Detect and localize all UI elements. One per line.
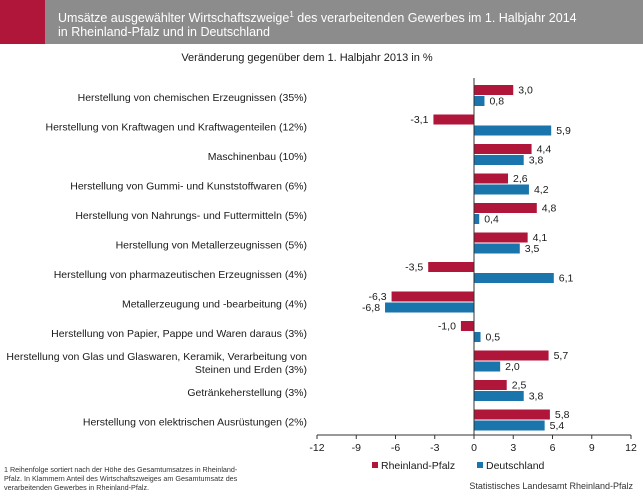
- bar-deutschland: [474, 361, 501, 372]
- bar-deutschland: [474, 184, 529, 195]
- x-tick-label: 0: [471, 442, 477, 454]
- category-label-line: Herstellung von Nahrungs- und Futtermitt…: [75, 210, 307, 222]
- legend-swatch-deutschland: [477, 462, 483, 468]
- category-label: Herstellung von Glas und Glaswaren, Kera…: [6, 351, 307, 376]
- bar-deutschland: [474, 243, 520, 254]
- chart-title: Umsätze ausgewählter Wirtschaftszweige1 …: [58, 8, 638, 39]
- category-label: Herstellung von Metallerzeugnissen (5%): [116, 239, 307, 251]
- bar-chart: Veränderung gegenüber dem 1. Halbjahr 20…: [6, 52, 637, 472]
- data-label: 2,0: [505, 361, 520, 373]
- bar-rheinland-pfalz: [474, 232, 528, 243]
- data-label: -1,0: [438, 321, 456, 333]
- category-label: Herstellung von Papier, Pappe und Waren …: [51, 328, 307, 340]
- bar-rheinland-pfalz: [474, 173, 509, 184]
- data-label: 5,8: [555, 409, 570, 421]
- category-label-line: Herstellung von pharmazeutischen Erzeugn…: [54, 269, 307, 281]
- x-tick-label: -3: [430, 442, 439, 454]
- legend-label: Deutschland: [486, 460, 545, 472]
- x-tick-label: 12: [625, 442, 637, 454]
- category-label-line: Maschinenbau (10%): [208, 151, 307, 163]
- bar-deutschland: [474, 332, 481, 342]
- data-label: 3,0: [518, 85, 533, 97]
- category-label-line: Getränkeherstellung (3%): [187, 387, 307, 399]
- data-label: -6,8: [362, 302, 380, 314]
- category-label-line: Herstellung von elektrischen Ausrüstunge…: [83, 416, 307, 428]
- category-label-line: Herstellung von Gummi- und Kunststoffwar…: [70, 180, 307, 192]
- data-label: -6,3: [368, 291, 386, 303]
- data-label: 2,5: [512, 380, 527, 392]
- header-accent-block: [0, 0, 45, 44]
- title-text-part2: des verarbeitenden Gewerbes im 1. Halbja…: [58, 11, 577, 40]
- data-label: -3,5: [405, 262, 423, 274]
- category-label: Herstellung von chemischen Erzeugnissen …: [78, 92, 307, 104]
- data-label: 0,4: [484, 214, 499, 226]
- data-label: 4,4: [537, 144, 552, 156]
- data-label: -3,1: [410, 114, 428, 126]
- category-label: Herstellung von Nahrungs- und Futtermitt…: [75, 210, 307, 222]
- bar-rheinland-pfalz: [474, 203, 537, 213]
- source-note: Statistisches Landesamt Rheinland-Pfalz: [469, 481, 633, 491]
- data-label: 3,8: [529, 391, 544, 403]
- x-tick-label: 3: [510, 442, 516, 454]
- category-label-line: Herstellung von Glas und Glaswaren, Kera…: [6, 351, 307, 363]
- bar-rheinland-pfalz: [428, 262, 474, 272]
- data-label: 4,2: [534, 184, 549, 196]
- bar-rheinland-pfalz: [460, 321, 474, 331]
- data-label: 6,1: [559, 273, 574, 285]
- category-label: Herstellung von Gummi- und Kunststoffwar…: [70, 180, 307, 192]
- legend: Rheinland-Pfalz Deutschland: [372, 460, 545, 472]
- bars-layer: Herstellung von chemischen Erzeugnissen …: [6, 85, 573, 433]
- bar-rheinland-pfalz: [474, 350, 549, 361]
- x-tick-label: -12: [309, 442, 324, 454]
- bar-deutschland: [385, 302, 474, 313]
- data-label: 3,8: [529, 155, 544, 167]
- bar-deutschland: [474, 214, 480, 224]
- legend-swatch-rheinland-pfalz: [372, 462, 378, 468]
- bar-rheinland-pfalz: [474, 144, 532, 154]
- data-label: 0,8: [489, 96, 504, 108]
- title-footnote-marker: 1: [289, 10, 294, 19]
- category-label-line: Herstellung von chemischen Erzeugnissen …: [78, 92, 307, 104]
- bar-rheinland-pfalz: [391, 291, 474, 302]
- footnote: 1 Reihenfolge sortiert nach der Höhe des…: [4, 465, 238, 492]
- data-label: 5,7: [554, 350, 569, 362]
- x-tick-label: -9: [352, 442, 361, 454]
- data-label: 4,1: [533, 232, 548, 244]
- bar-deutschland: [474, 273, 554, 283]
- bar-deutschland: [474, 391, 524, 401]
- data-label: 0,5: [486, 332, 501, 344]
- data-label: 5,9: [556, 125, 571, 137]
- category-label: Maschinenbau (10%): [208, 151, 307, 163]
- x-tick-label: 9: [589, 442, 595, 454]
- category-label-line: Steinen und Erden (3%): [195, 364, 307, 376]
- data-label: 3,5: [525, 243, 540, 255]
- category-label: Herstellung von Kraftwagen und Kraftwage…: [46, 121, 308, 133]
- category-label: Herstellung von pharmazeutischen Erzeugn…: [54, 269, 307, 281]
- category-label: Getränkeherstellung (3%): [187, 387, 307, 399]
- bar-rheinland-pfalz: [474, 380, 507, 390]
- data-label: 4,8: [542, 203, 557, 215]
- x-axis: -12 -9 -6 -3 0 3 6 9 12: [309, 78, 637, 454]
- category-label-line: Herstellung von Kraftwagen und Kraftwage…: [46, 121, 308, 133]
- bar-deutschland: [474, 155, 524, 165]
- legend-label: Rheinland-Pfalz: [381, 460, 455, 472]
- category-label-line: Herstellung von Papier, Pappe und Waren …: [51, 328, 307, 340]
- bar-deutschland: [474, 96, 485, 106]
- bar-rheinland-pfalz: [433, 114, 474, 125]
- header-bar: Umsätze ausgewählter Wirtschaftszweige1 …: [0, 0, 643, 44]
- bar-rheinland-pfalz: [474, 85, 514, 95]
- x-tick-label: 6: [550, 442, 556, 454]
- data-label: 2,6: [513, 173, 528, 185]
- category-label-line: Metallerzeugung und -bearbeitung (4%): [122, 298, 307, 310]
- title-text-part1: Umsätze ausgewählter Wirtschaftszweige: [58, 11, 290, 26]
- data-label: 5,4: [550, 420, 565, 432]
- category-label: Metallerzeugung und -bearbeitung (4%): [122, 298, 307, 310]
- chart-subtitle: Veränderung gegenüber dem 1. Halbjahr 20…: [181, 52, 433, 64]
- bar-rheinland-pfalz: [474, 409, 550, 420]
- bar-deutschland: [474, 420, 545, 431]
- bar-deutschland: [474, 125, 552, 136]
- x-tick-label: -6: [391, 442, 400, 454]
- category-label: Herstellung von elektrischen Ausrüstunge…: [83, 416, 307, 428]
- category-label-line: Herstellung von Metallerzeugnissen (5%): [116, 239, 307, 251]
